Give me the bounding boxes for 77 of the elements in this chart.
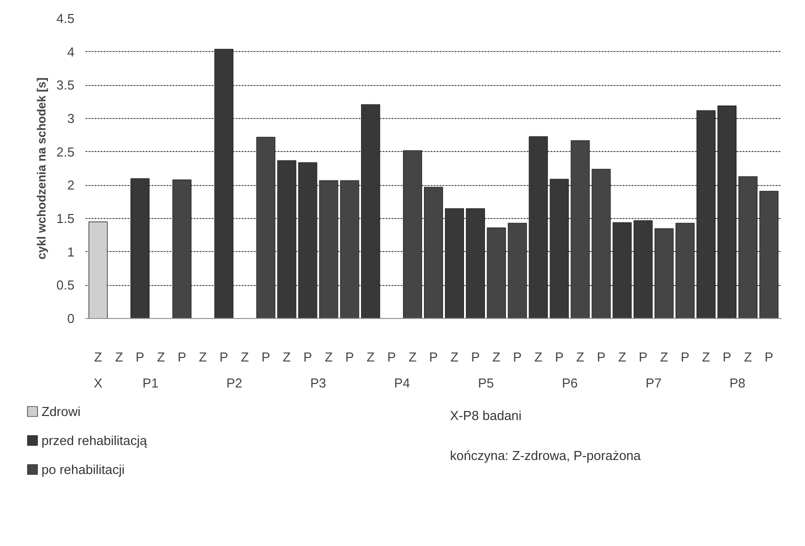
x-tick-label: Z xyxy=(618,350,626,364)
text: P3 xyxy=(310,376,326,390)
x-tick-label: Z xyxy=(115,350,124,364)
x-tick-label: P xyxy=(596,350,606,364)
x-tick-label: Z xyxy=(492,350,500,364)
text: P7 xyxy=(646,376,662,390)
x-tick-label: P xyxy=(554,350,564,364)
bar xyxy=(214,48,234,318)
y-tick-label: 2 xyxy=(67,178,75,193)
x-tick-label: P xyxy=(345,350,354,364)
bar xyxy=(676,222,695,318)
x-tick-label: P xyxy=(471,350,480,364)
y-tick-label: 0 xyxy=(67,311,75,326)
x-tick-label: P xyxy=(220,350,228,364)
bar xyxy=(486,228,506,318)
x-tick-label: Z xyxy=(744,350,752,364)
x-tick-label: Z xyxy=(702,350,710,364)
x-tick-label: P xyxy=(261,350,270,364)
x-tick-label: Z xyxy=(240,350,249,364)
legend-label: Zdrowi xyxy=(42,404,81,419)
y-tick-label: 1.5 xyxy=(56,211,75,226)
x-tick-label: Z xyxy=(450,350,458,364)
text: P1 xyxy=(142,376,158,390)
text: P2 xyxy=(226,376,242,390)
bar xyxy=(130,178,150,318)
text: P8 xyxy=(730,376,746,390)
x-tick-label: P xyxy=(680,350,690,364)
x-tick-label: P xyxy=(513,350,522,364)
x-tick-label: P xyxy=(136,350,144,364)
bar xyxy=(717,106,737,318)
bar xyxy=(403,150,422,318)
bar xyxy=(634,220,653,318)
y-tick-label: 4.5 xyxy=(56,11,75,26)
y-tick-label: 0.5 xyxy=(56,278,75,293)
text: P5 xyxy=(478,376,494,390)
bar xyxy=(88,222,108,318)
bar xyxy=(759,190,778,318)
bar xyxy=(466,208,485,318)
y-tick-label: 4 xyxy=(67,44,75,60)
bar xyxy=(172,180,192,318)
x-tick-label: P xyxy=(178,350,186,364)
text: X xyxy=(94,376,103,390)
bar xyxy=(340,180,360,318)
text: kończyna: Z-zdrowa, P-porażona xyxy=(450,446,641,465)
x-tick-label: Z xyxy=(324,350,333,364)
y-axis-title: cykl wchodzenia na schodek [s] xyxy=(34,77,48,260)
x-tick-label: Z xyxy=(660,350,668,364)
x-tick-label: P xyxy=(387,350,396,364)
legend-label: przed rehabilitacją xyxy=(42,433,148,448)
text: P6 xyxy=(562,376,578,390)
bar xyxy=(424,186,444,318)
y-tick-label: 2.5 xyxy=(56,144,75,160)
y-tick-label: 3 xyxy=(67,111,75,126)
bar xyxy=(361,104,380,318)
x-tick-label: Z xyxy=(94,350,102,364)
x-tick-label: Z xyxy=(198,350,207,364)
text: P4 xyxy=(394,376,410,390)
y-tick-label: 1 xyxy=(67,244,75,260)
text: X-P8 badani xyxy=(450,407,523,425)
bar xyxy=(508,222,527,318)
x-tick-label: P xyxy=(638,350,648,364)
legend-label: po rehabilitacji xyxy=(42,462,125,477)
x-tick-label: Z xyxy=(157,350,165,364)
x-tick-label: P xyxy=(764,350,774,364)
bar xyxy=(444,208,464,318)
x-tick-label: Z xyxy=(576,350,584,364)
bar xyxy=(696,110,716,318)
bar xyxy=(738,176,758,318)
bar xyxy=(654,228,674,318)
x-tick-label: Z xyxy=(408,350,417,364)
x-tick-label: Z xyxy=(282,350,291,364)
x-tick-label: P xyxy=(722,350,732,364)
x-tick-label: P xyxy=(429,350,438,364)
x-tick-label: Z xyxy=(366,350,375,364)
y-tick-label: 3.5 xyxy=(56,78,75,93)
x-tick-label: Z xyxy=(534,350,542,364)
x-tick-label: P xyxy=(303,350,312,364)
